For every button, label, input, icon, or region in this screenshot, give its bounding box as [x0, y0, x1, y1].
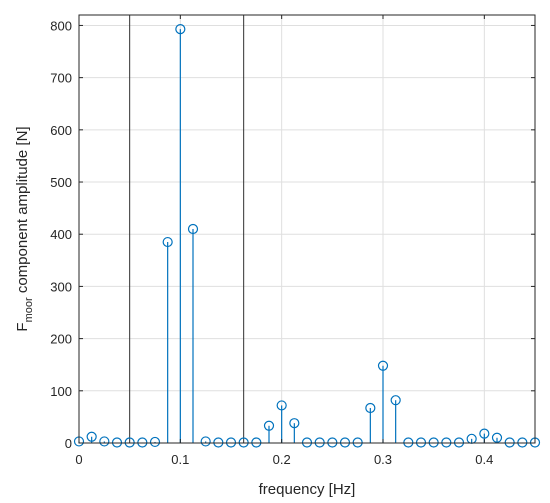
- reference-lines: [129, 15, 245, 443]
- stem-marker: [276, 400, 287, 411]
- y-tick-label: 0: [65, 436, 72, 451]
- stem-marker: [403, 437, 414, 448]
- stem-marker: [327, 437, 338, 448]
- stem-marker: [314, 437, 325, 448]
- y-axis-label-subscript: moor: [23, 297, 35, 322]
- stem-marker: [479, 428, 490, 439]
- stem-marker: [238, 437, 249, 448]
- stem-marker: [352, 437, 363, 448]
- stem-marker: [504, 437, 515, 448]
- stem-marker: [301, 437, 313, 448]
- stem-marker: [415, 437, 427, 448]
- stem-marker: [200, 436, 211, 447]
- y-tick-label: 800: [50, 18, 72, 33]
- plot-frame: [78, 14, 536, 444]
- stem-marker: [517, 437, 528, 448]
- y-axis-label-main: F: [14, 322, 31, 331]
- x-tick-labels: 0 0.1 0.2 0.3 0.4: [75, 452, 493, 467]
- stem-marker: [263, 420, 275, 431]
- stem-marker: [99, 436, 110, 447]
- stem-marker: [124, 437, 135, 448]
- stem-marker: [365, 402, 376, 414]
- x-axis-label: frequency [Hz]: [259, 481, 356, 498]
- stem-marker: [187, 223, 199, 235]
- stem-marker: [162, 236, 173, 248]
- stem-marker: [377, 360, 389, 371]
- stem-marker: [289, 418, 300, 429]
- stem-marker: [213, 437, 224, 448]
- y-tick-labels: 0 100 200 300 400 500 600 700 800: [50, 18, 72, 451]
- y-tick-label: 300: [50, 279, 72, 294]
- stem-marker: [339, 437, 351, 448]
- stem-marker: [175, 23, 186, 35]
- stem-marker: [86, 431, 97, 442]
- x-tick-label: 0.4: [475, 452, 493, 467]
- x-tick-label: 0.1: [171, 452, 189, 467]
- y-axis-label-rest: component amplitude [N]: [14, 126, 31, 297]
- y-tick-label: 400: [50, 227, 72, 242]
- y-tick-label: 700: [50, 71, 72, 86]
- y-tick-label: 100: [50, 384, 72, 399]
- y-tick-label: 600: [50, 123, 72, 138]
- stem-marker: [428, 437, 439, 448]
- stem-marker: [111, 437, 123, 448]
- stem-marker: [390, 395, 401, 406]
- stem-marker: [137, 437, 148, 448]
- x-tick-label: 0.3: [374, 452, 392, 467]
- stem-marker: [453, 437, 465, 448]
- y-tick-label: 200: [50, 332, 72, 347]
- x-tick-label: 0.2: [273, 452, 291, 467]
- stem-marker: [491, 432, 503, 443]
- plot-area: [79, 15, 535, 443]
- stem-marker: [441, 437, 452, 448]
- y-axis-label: Fmoor component amplitude [N]: [14, 126, 35, 331]
- x-tick-label: 0: [75, 452, 82, 467]
- axis-ticks: [78, 15, 535, 444]
- stem-marker: [149, 436, 161, 448]
- stem-marker: [251, 437, 262, 448]
- stems: [73, 23, 541, 448]
- stem-marker: [225, 437, 237, 448]
- y-tick-label: 500: [50, 175, 72, 190]
